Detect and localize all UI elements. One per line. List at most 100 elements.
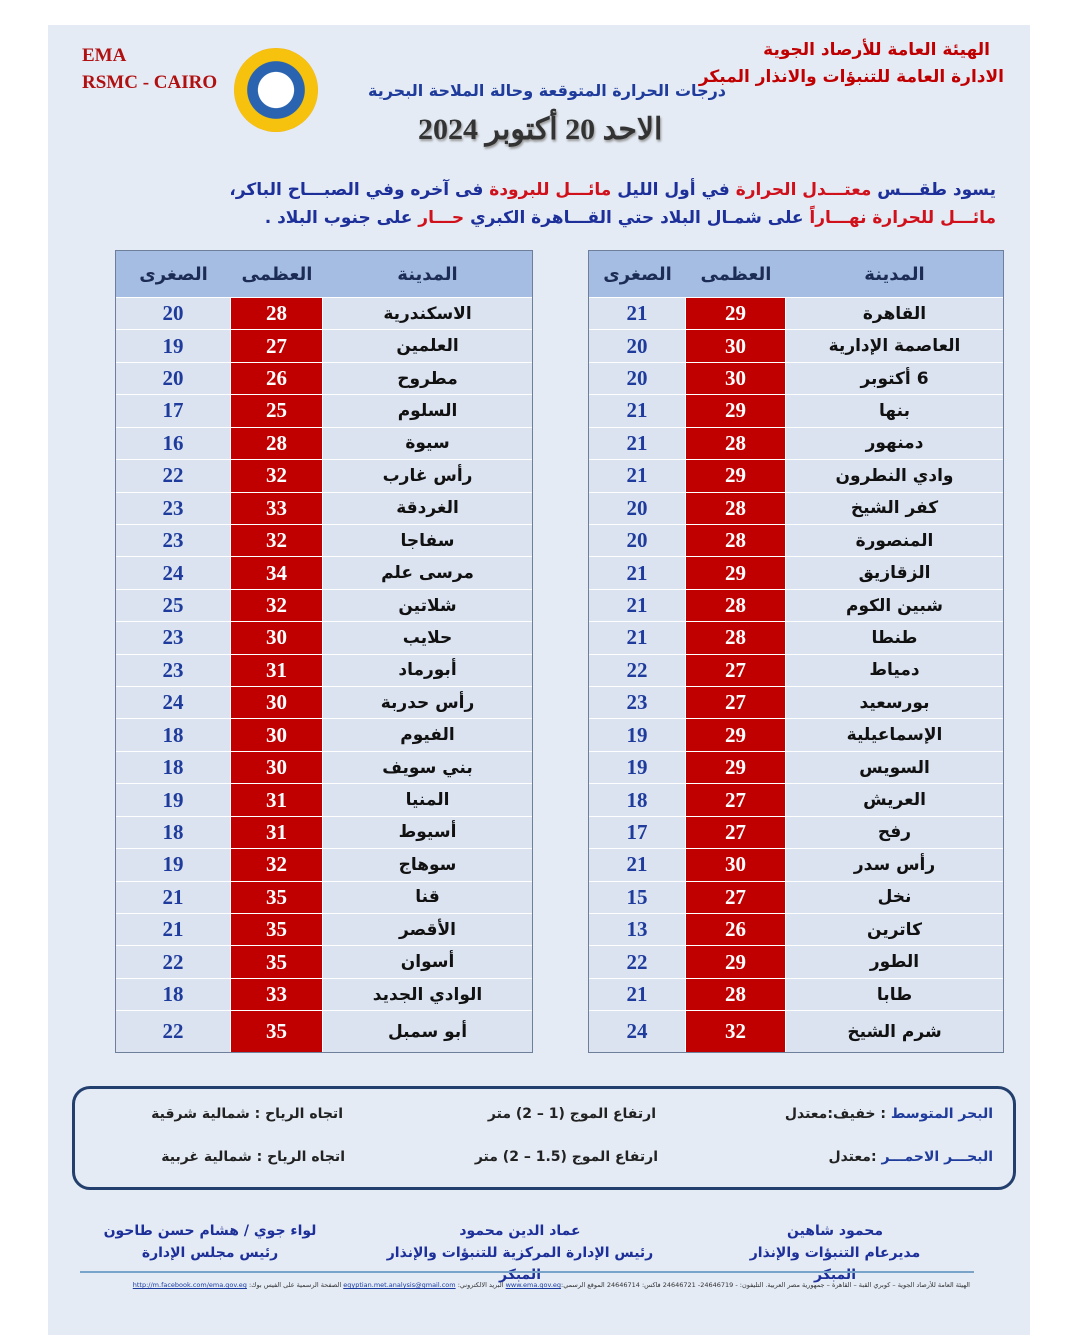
summary-fragment: في أول الليل <box>611 180 736 200</box>
min-temp: 19 <box>116 330 231 362</box>
website-link[interactable]: www.ema.gov.eg <box>505 1281 562 1289</box>
min-temp: 13 <box>589 914 686 946</box>
max-temp: 34 <box>231 557 323 589</box>
min-temp: 18 <box>116 751 231 784</box>
city-name: السويس <box>786 751 1003 784</box>
city-name: أسيوط <box>323 816 532 849</box>
signatory-title: رئيس مجلس الإدارة <box>141 1245 279 1261</box>
table-row: 18 33 الوادي الجديد <box>116 977 532 1011</box>
sea-state: :معتدل <box>828 1149 882 1165</box>
min-temp: 24 <box>116 687 231 719</box>
min-temp: 22 <box>589 654 686 687</box>
min-temp: 23 <box>589 687 686 719</box>
city-name: سفاجا <box>323 524 532 557</box>
summary-fragment: مائـــل للحرارة نهـــاراً <box>809 208 996 228</box>
table-row: 21 29 الزقازيق <box>589 556 1003 589</box>
footer-address: الهيئة العامة للأرصاد الجوية – كوبري الق… <box>561 1281 970 1289</box>
table-row: 21 30 رأس سدر <box>589 848 1003 881</box>
sea-name: البحـــر الاحمـــر <box>881 1149 993 1165</box>
min-temp: 20 <box>589 330 686 362</box>
max-temp: 32 <box>231 589 323 622</box>
header-max: العظمى <box>700 263 772 285</box>
org-name: الهيئة العامة للأرصاد الجوية <box>763 40 990 60</box>
city-name: الأقصر <box>323 914 532 946</box>
max-temp: 26 <box>231 362 323 395</box>
city-name: وادي النطرون <box>786 460 1003 492</box>
max-temp: 32 <box>231 524 323 557</box>
wind-direction: اتجاه الرياح : شمالية شرقية <box>151 1106 343 1122</box>
city-name: كاترين <box>786 914 1003 946</box>
table-row: 17 25 السلوم <box>116 394 532 427</box>
max-temp: 29 <box>686 751 786 784</box>
sea-row-red-sea: البحـــر الاحمـــر :معتدل ارتفاع الموج (… <box>75 1149 1013 1169</box>
min-temp: 19 <box>589 719 686 751</box>
table-row: 21 29 بنها <box>589 394 1003 427</box>
max-temp: 28 <box>686 622 786 654</box>
city-name: الغردقة <box>323 492 532 524</box>
city-name: رأس سدر <box>786 849 1003 881</box>
city-name: أبورماد <box>323 654 532 687</box>
max-temp: 28 <box>686 492 786 524</box>
table-row: 20 28 المنصورة <box>589 523 1003 557</box>
summary-fragment: فى آخره وفي الصبـــاح الباكر، <box>229 180 490 200</box>
table-row: 18 27 العريش <box>589 783 1003 816</box>
header-city: المدينة <box>397 263 458 285</box>
max-temp: 28 <box>686 524 786 557</box>
summary-fragment: مائـــل للبرودة <box>489 180 612 200</box>
min-temp: 18 <box>116 719 231 751</box>
table-row: 18 31 أسيوط <box>116 815 532 849</box>
max-temp: 29 <box>686 298 786 330</box>
left-temperature-table: الصغرى العظمى المدينة 20 28 الاسكندرية 19 27 الع… <box>115 250 533 1053</box>
max-temp: 28 <box>686 978 786 1011</box>
table-row: 19 32 سوهاج <box>116 848 532 881</box>
city-name: القاهرة <box>786 298 1003 330</box>
sea-name: البحر المتوسط <box>890 1106 993 1122</box>
max-temp: 32 <box>231 849 323 881</box>
right-temperature-table: الصغرى العظمى المدينة 21 29 القاهرة 20 30 العاصم… <box>588 250 1004 1053</box>
table-row: 16 28 سيوة <box>116 426 532 460</box>
table-row: 20 28 كفر الشيخ <box>589 491 1003 524</box>
table-row: 17 27 رفح <box>589 815 1003 849</box>
weather-summary: يسود طقـــس معتـــدل الحرارة في أول اللي… <box>216 176 996 232</box>
sea-row-mediterranean: البحر المتوسط : خفيف:معتدل ارتفاع الموج … <box>75 1106 1013 1126</box>
max-temp: 29 <box>686 946 786 978</box>
max-temp: 32 <box>686 1011 786 1053</box>
max-temp: 30 <box>231 622 323 654</box>
table-row: 20 26 مطروح <box>116 361 532 395</box>
city-name: الطور <box>786 946 1003 978</box>
min-temp: 21 <box>589 557 686 589</box>
table-row: 13 26 كاترين <box>589 913 1003 946</box>
summary-fragment: على جنوب البلاد . <box>264 208 419 228</box>
table-row: 25 32 شلاتين <box>116 588 532 622</box>
min-temp: 18 <box>116 978 231 1011</box>
max-temp: 30 <box>686 849 786 881</box>
table-row: 19 29 السويس <box>589 750 1003 784</box>
max-temp: 27 <box>686 654 786 687</box>
table-row: 20 30 6 أكتوبر <box>589 361 1003 395</box>
city-name: دمنهور <box>786 427 1003 460</box>
table-row: 24 30 رأس حدربة <box>116 686 532 719</box>
email-link[interactable]: egyptian.met.analysis@gmail.com <box>343 1281 456 1289</box>
max-temp: 31 <box>231 654 323 687</box>
min-temp: 22 <box>116 1011 231 1053</box>
facebook-link[interactable]: http://m.facebook.com/ema.gov.eg <box>132 1281 247 1289</box>
min-temp: 17 <box>589 816 686 849</box>
min-temp: 22 <box>116 460 231 492</box>
min-temp: 21 <box>589 298 686 330</box>
email-label: البريد الالكتروني: <box>455 1281 506 1289</box>
max-temp: 27 <box>686 784 786 816</box>
city-name: طنطا <box>786 622 1003 654</box>
city-name: العاصمة الإدارية <box>786 330 1003 362</box>
city-name: سوهاج <box>323 849 532 881</box>
table-row: 18 30 الفيوم <box>116 718 532 751</box>
min-temp: 24 <box>116 557 231 589</box>
min-temp: 24 <box>589 1011 686 1053</box>
table-row: 21 35 الأقصر <box>116 913 532 946</box>
signature-1: محمود شاهين مديرعام التنبؤات والإنذار الم… <box>730 1220 940 1286</box>
city-name: كفر الشيخ <box>786 492 1003 524</box>
max-temp: 31 <box>231 816 323 849</box>
min-temp: 21 <box>589 622 686 654</box>
min-temp: 19 <box>116 784 231 816</box>
min-temp: 23 <box>116 524 231 557</box>
table-row: 22 29 الطور <box>589 945 1003 978</box>
